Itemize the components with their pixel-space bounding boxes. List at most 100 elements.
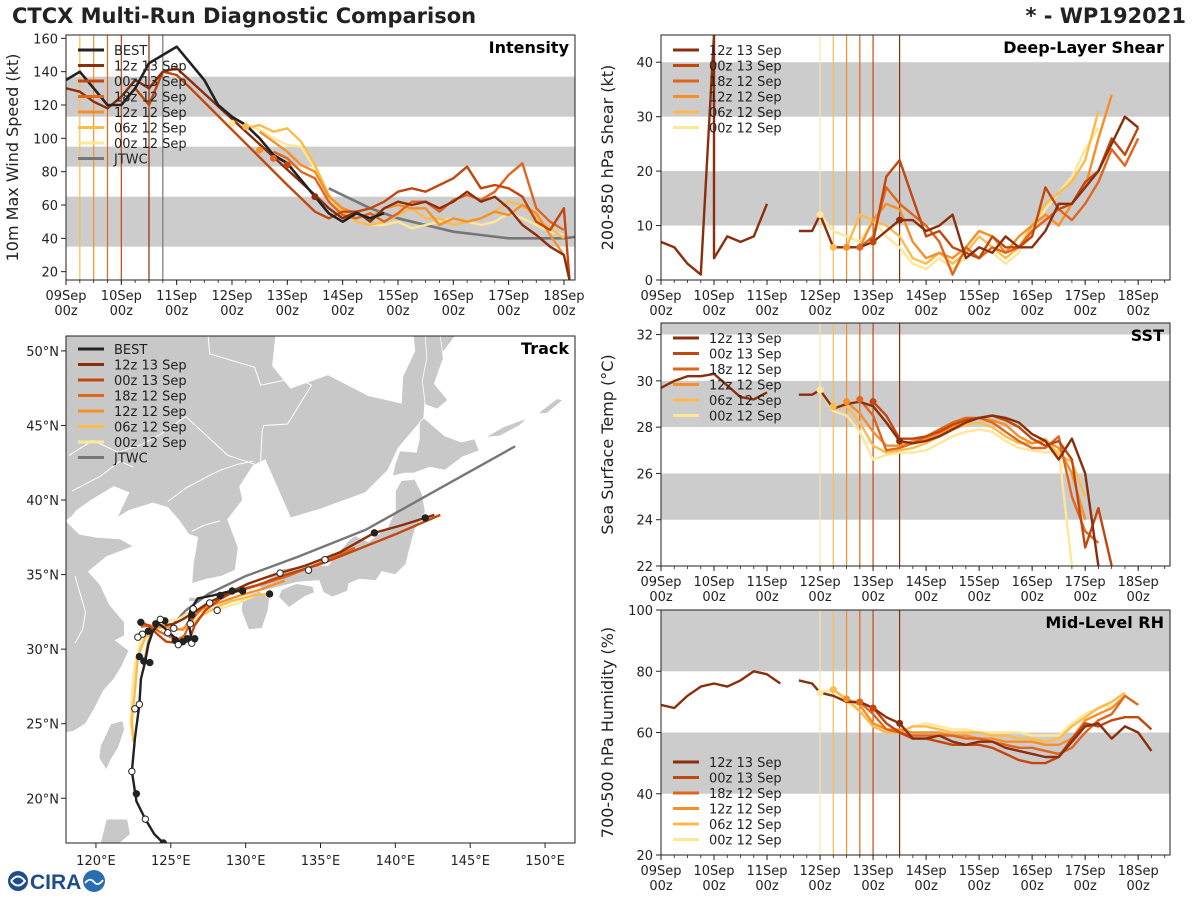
country-border [167,460,254,502]
track-fix-point [141,815,150,823]
logo-swirl-icon [10,875,27,887]
intensity-ytick-label: 40 [41,232,58,247]
sst-frame [660,322,1171,567]
track-ytick-label: 45°N [26,419,59,434]
shear-xtick-label: 10Sep [693,289,734,304]
rh-ytick-label: 40 [636,788,653,803]
legend-label-12z-13-sep: 12z 13 Sep [709,44,782,59]
track-fix-point [146,658,154,667]
sst-plot-area [661,323,1170,566]
shear-frame [660,34,1171,281]
shear-xtick-label: 11Sep [747,289,788,304]
track-fix-point [174,640,182,649]
intensity-xtick-label: 18Sep [543,289,584,304]
legend-label-jtwc: JTWC [113,153,148,168]
legend-label-jtwc: JTWC [113,452,148,467]
intensity-ytick-label: 80 [41,166,58,181]
shear-ytick-label: 30 [636,111,653,126]
sst-xtick-label: 00z [755,590,779,605]
land-polygon [536,398,564,414]
shear-ytick-label: 10 [636,220,653,235]
sst-init-marker-00z-12-sep [816,386,824,394]
intensity-ytick-label: 60 [41,199,58,214]
sst-xtick-label: 00z [649,590,673,605]
rh-series-18z-12-sep [858,694,1139,756]
shear-band [661,62,1170,117]
sst-xtick-label: 00z [861,590,885,605]
shear-ytick-label: 40 [636,56,653,71]
sst-xtick-label: 10Sep [693,575,734,590]
track-fix-point [156,615,165,624]
legend-label-12z-12-sep: 12z 12 Sep [114,405,187,420]
shear-xtick-label: 18Sep [1118,289,1159,304]
country-border [71,460,134,492]
legend-label-00z-12-sep: 00z 12 Sep [709,410,782,425]
intensity-xtick-label: 00z [110,304,134,319]
track-fix-point [131,705,139,713]
intensity-init-marker-00z-12-sep [228,119,236,127]
rh-init-marker-00z-12-sep [816,689,824,697]
intensity-series-00z-13-sep [134,70,571,280]
shear-plot-area [661,35,1170,280]
legend-label-12z-12-sep: 12z 12 Sep [709,803,782,818]
cira-logo-graphic: CIRA [8,870,105,894]
intensity-xtick-label: 09Sep [45,289,86,304]
rh-xtick-label: 00z [702,879,726,894]
intensity-ytick-label: 20 [41,266,58,281]
land-polygon [98,720,125,771]
intensity-init-marker-12z-12-sep [256,146,264,154]
shear-xtick-label: 00z [914,304,938,319]
intensity-plot-area [66,35,575,280]
logo-wave-icon [84,878,104,885]
sst-xtick-label: 00z [1073,590,1097,605]
shear-xtick-label: 00z [808,304,832,319]
legend-label-00z-13-sep: 00z 13 Sep [114,75,187,90]
track-fix-point [276,569,284,577]
intensity-frame [65,34,576,281]
cira-logo: CIRA [6,866,106,896]
land-polygon [278,583,315,608]
legend-label-12z-13-sep: 12z 13 Sep [709,332,782,347]
intensity-xtick-label: 00z [386,304,410,319]
rh-ytick-label: 20 [636,849,653,864]
rh-xtick-label: 09Sep [640,864,681,879]
sst-ytick-label: 28 [636,421,653,436]
track-fix-point [421,514,429,522]
intensity-ytick-label: 120 [33,99,58,114]
shear-xtick-label: 13Sep [853,289,894,304]
rh-xtick-label: 11Sep [747,864,788,879]
legend-label-12z-12-sep: 12z 12 Sep [709,379,782,394]
intensity-xtick-label: 14Sep [322,289,363,304]
sst-ytick-label: 22 [636,560,653,575]
shear-init-marker-00z-13-sep [869,238,877,246]
rh-panel-title: Mid-Level RH [1045,613,1164,632]
shear-ytick-label: 20 [636,165,653,180]
legend-label-best: BEST [114,343,147,358]
intensity-ytick-label: 160 [33,32,58,47]
rh-band [661,610,1170,672]
intensity-init-marker-06z-12-sep [242,123,250,131]
rh-xtick-label: 00z [967,879,991,894]
track-fix-point [134,633,142,641]
sst-band [661,323,1170,335]
track-ytick-label: 25°N [26,718,59,733]
shear-series-12z-13-sep [661,35,769,276]
track-fix-point [137,618,145,627]
legend-label-06z-12-sep: 06z 12 Sep [709,394,782,409]
rh-xtick-label: 00z [861,879,885,894]
track-ytick-label: 35°N [26,569,59,584]
intensity-series-best [66,45,385,223]
track-fix-point [216,591,224,600]
intensity-ytick-label: 100 [33,132,58,147]
shear-panel-title: Deep-Layer Shear [1003,38,1164,57]
track-fix-point [170,624,178,632]
track-map-area [66,336,575,843]
rh-xtick-label: 18Sep [1118,864,1159,879]
legend-label-12z-13-sep: 12z 13 Sep [114,60,187,75]
legend-label-best: BEST [114,44,147,59]
track-fix-point [206,599,214,607]
rh-init-marker-06z-12-sep [829,686,837,694]
page-title: CTCX Multi-Run Diagnostic Comparison [12,4,477,28]
